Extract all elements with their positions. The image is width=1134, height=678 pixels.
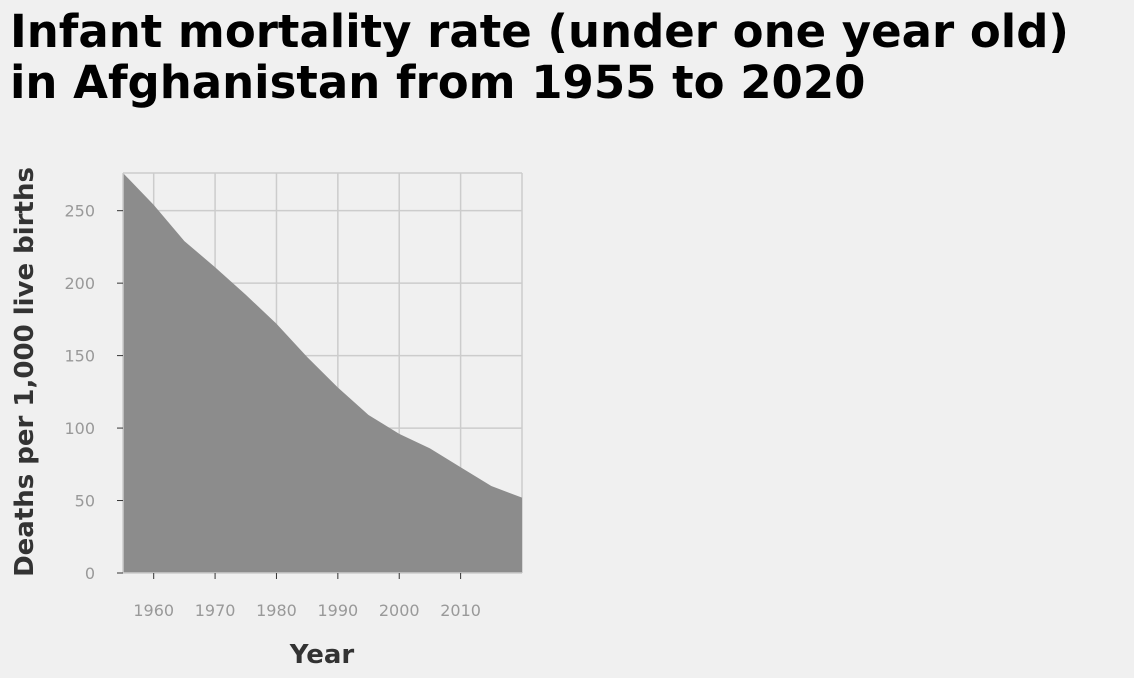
chart-title-line-2: in Afghanistan from 1955 to 2020	[10, 56, 866, 109]
y-tick-label: 100	[64, 419, 95, 438]
x-axis: 1960 1970 1980 1990 2000 2010	[123, 572, 522, 620]
x-axis-label: Year	[289, 640, 355, 670]
y-tick-label: 0	[85, 564, 95, 583]
area-fill	[123, 173, 522, 573]
x-tick-label: 1990	[317, 601, 358, 620]
y-tick-label: 50	[75, 492, 95, 511]
y-tick-label: 200	[64, 274, 95, 293]
y-tick-label: 250	[64, 202, 95, 221]
y-axis-label: Deaths per 1,000 live births	[10, 167, 40, 577]
chart-title: Infant mortality rate (under one year ol…	[10, 6, 1069, 108]
chart-title-line-1: Infant mortality rate (under one year ol…	[10, 5, 1069, 58]
y-axis: 0 50 100 150 200 250	[64, 173, 124, 583]
x-tick-label: 2010	[440, 601, 481, 620]
x-tick-label: 2000	[379, 601, 420, 620]
x-tick-label: 1960	[133, 601, 174, 620]
x-tick-label: 1970	[195, 601, 236, 620]
area-series	[123, 173, 522, 573]
y-tick-label: 150	[64, 347, 95, 366]
x-tick-label: 1980	[256, 601, 297, 620]
